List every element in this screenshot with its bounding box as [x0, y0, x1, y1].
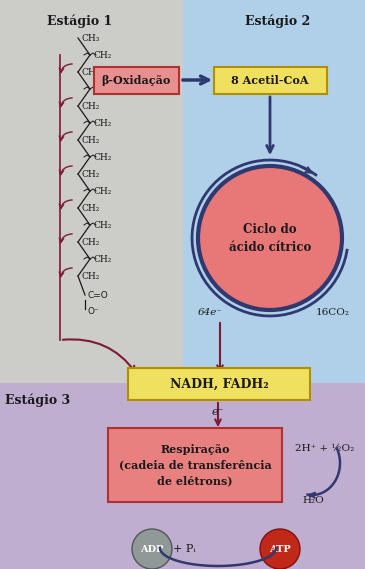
Text: CH₂: CH₂	[82, 101, 100, 110]
Text: CH₂: CH₂	[94, 85, 112, 93]
Text: CH₂: CH₂	[94, 254, 112, 263]
Text: CH₂: CH₂	[94, 51, 112, 60]
Text: CH₂: CH₂	[94, 221, 112, 229]
Text: CH₂: CH₂	[82, 68, 100, 76]
Text: C=O: C=O	[87, 291, 108, 299]
Text: ADP: ADP	[140, 545, 164, 554]
FancyBboxPatch shape	[128, 368, 310, 400]
Text: NADH, FADH₂: NADH, FADH₂	[170, 377, 268, 390]
Circle shape	[260, 529, 300, 569]
Text: CH₂: CH₂	[82, 237, 100, 246]
Text: Estágio 3: Estágio 3	[5, 393, 70, 406]
Bar	[183, 0, 365, 383]
Bar	[0, 0, 183, 383]
Text: CH₂: CH₂	[82, 271, 100, 281]
Ellipse shape	[198, 166, 342, 310]
Text: Estágio 2: Estágio 2	[245, 14, 311, 27]
Text: 8 Acetil-CoA: 8 Acetil-CoA	[231, 75, 309, 85]
Text: CH₂: CH₂	[82, 204, 100, 212]
Text: β-Oxidação: β-Oxidação	[101, 75, 171, 85]
Text: e⁻: e⁻	[212, 407, 224, 417]
Text: O⁻: O⁻	[87, 307, 99, 315]
Text: ATP: ATP	[269, 545, 291, 554]
Text: + Pᵢ: + Pᵢ	[173, 544, 195, 554]
Text: CH₃: CH₃	[82, 34, 100, 43]
Text: 16CO₂: 16CO₂	[316, 307, 350, 316]
Text: Estágio 1: Estágio 1	[47, 14, 113, 27]
FancyBboxPatch shape	[214, 67, 327, 93]
Bar	[0, 383, 365, 569]
Text: 2H⁺ + ½O₂: 2H⁺ + ½O₂	[295, 443, 354, 452]
Circle shape	[132, 529, 172, 569]
Text: CH₂: CH₂	[94, 152, 112, 162]
FancyBboxPatch shape	[108, 428, 282, 502]
Text: CH₂: CH₂	[94, 187, 112, 196]
Text: CH₂: CH₂	[82, 135, 100, 145]
Text: Ciclo do
ácido cítrico: Ciclo do ácido cítrico	[229, 222, 311, 254]
Text: H₂O: H₂O	[302, 496, 324, 505]
Text: CH₂: CH₂	[82, 170, 100, 179]
FancyBboxPatch shape	[93, 67, 178, 93]
Text: CH₂: CH₂	[94, 118, 112, 127]
Text: 64e⁻: 64e⁻	[198, 307, 223, 316]
Text: Respiração
(cadeia de transferência
de elétrons): Respiração (cadeia de transferência de e…	[119, 444, 271, 486]
